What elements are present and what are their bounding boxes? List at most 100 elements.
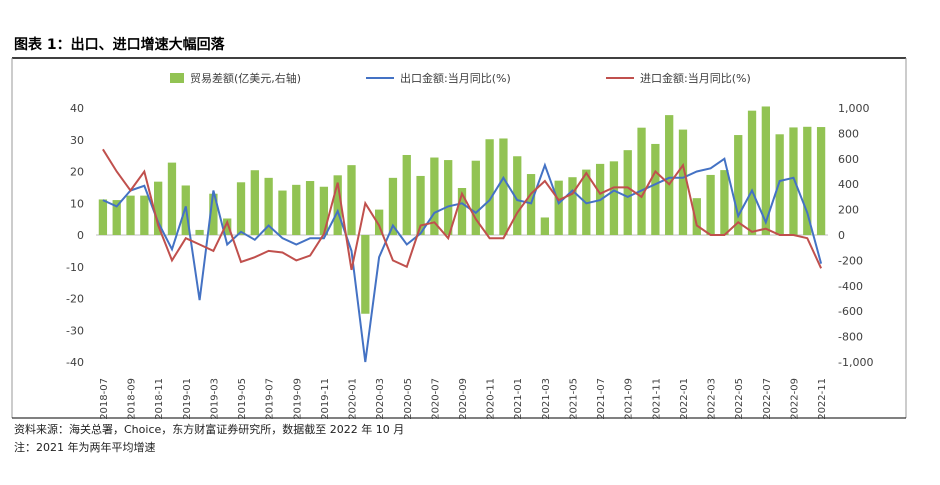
x-tick-label: 2020-01 (348, 378, 359, 420)
bar (734, 135, 743, 235)
bar (554, 180, 563, 235)
bar (775, 134, 784, 235)
bar (485, 139, 494, 235)
bar (402, 154, 411, 235)
x-tick-label: 2021-07 (596, 378, 607, 420)
y2-tick-label: -200 (838, 254, 863, 267)
legend-swatch (170, 73, 184, 83)
x-tick-label: 2018-07 (99, 378, 110, 420)
y2-tick-label: 0 (838, 229, 845, 242)
bar (209, 193, 218, 235)
bar (112, 200, 121, 235)
x-tick-label: 2022-09 (789, 378, 800, 420)
x-tick-label: 2018-09 (127, 378, 138, 420)
bar (692, 198, 701, 235)
x-tick-label: 2019-11 (320, 378, 331, 420)
bar (278, 190, 287, 235)
x-tick-label: 2018-11 (154, 378, 165, 420)
x-tick-label: 2021-11 (651, 378, 662, 420)
bar (706, 174, 715, 235)
y2-tick-label: 1,000 (838, 102, 870, 115)
bar (609, 161, 619, 235)
bar (665, 115, 674, 235)
x-tick-label: 2020-07 (430, 378, 441, 420)
x-tick-label: 2020-09 (458, 378, 469, 420)
y2-tick-label: 600 (838, 153, 859, 166)
bar (416, 175, 425, 235)
bar (361, 235, 370, 314)
x-tick-label: 2020-11 (486, 378, 497, 420)
y-tick-label: 0 (77, 229, 84, 242)
y2-tick-label: -800 (838, 331, 863, 344)
bar (388, 177, 398, 235)
bar (305, 181, 315, 235)
bar (526, 174, 536, 235)
bar (98, 199, 108, 235)
x-tick-label: 2021-03 (541, 378, 552, 420)
x-tick-label: 2021-09 (624, 378, 635, 420)
bar (319, 186, 329, 235)
bar (568, 177, 577, 235)
y-tick-label: -10 (66, 261, 84, 274)
bar (499, 138, 508, 235)
x-tick-label: 2019-09 (292, 378, 303, 420)
bar (816, 127, 826, 235)
x-tick-label: 2022-07 (762, 378, 773, 420)
y2-tick-label: 400 (838, 178, 859, 191)
bar (333, 175, 342, 235)
bar (678, 129, 688, 235)
x-tick-label: 2019-07 (265, 378, 276, 420)
bar (623, 150, 632, 235)
x-tick-label: 2022-03 (707, 378, 718, 420)
y-tick-label: -30 (66, 324, 84, 337)
bar (513, 156, 522, 235)
line (102, 157, 823, 363)
y-tick-label: -20 (66, 293, 84, 306)
y-tick-label: 10 (70, 197, 84, 210)
bar (140, 195, 149, 235)
bar (126, 195, 135, 235)
y2-tick-label: 800 (838, 127, 859, 140)
bar (264, 177, 273, 235)
bar (540, 217, 550, 235)
x-tick-label: 2020-03 (375, 378, 386, 420)
bar (789, 127, 798, 235)
page-title: 图表 1：出口、进口增速大幅回落 (14, 36, 226, 53)
y2-tick-label: -600 (838, 305, 863, 318)
bar (347, 165, 356, 235)
bar (223, 218, 232, 235)
bar (444, 160, 453, 235)
y2-tick-label: -1,000 (838, 356, 873, 369)
line (102, 148, 823, 271)
y2-tick-label: 200 (838, 204, 859, 217)
bar (720, 170, 729, 235)
x-tick-label: 2020-05 (403, 378, 414, 420)
bar (471, 160, 480, 235)
bar (292, 184, 301, 235)
x-tick-label: 2021-05 (568, 378, 579, 420)
legend-label: 进口金额:当月同比(%) (640, 71, 751, 85)
chart: -40 -30 -20 -10 0 10 20 30 40 -1,000 -800 -600 -400 -… (66, 71, 873, 420)
legend-label: 贸易差额(亿美元,右轴) (190, 71, 301, 85)
bar (374, 209, 384, 235)
x-tick-label: 2021-01 (513, 378, 524, 420)
bar (167, 162, 177, 235)
x-tick-label: 2022-11 (817, 378, 828, 420)
x-tick-label: 2019-05 (237, 378, 248, 420)
bar (747, 110, 757, 235)
source-note: 资料来源：海关总署，Choice，东方财富证券研究所，数据截至 2022 年 1… (14, 422, 404, 436)
bar (195, 229, 204, 235)
legend-label: 出口金额:当月同比(%) (400, 71, 511, 85)
bar (154, 181, 163, 235)
bar (761, 106, 770, 235)
bar (430, 157, 439, 235)
bar (803, 126, 812, 235)
x-tick-label: 2019-03 (209, 378, 220, 420)
y-tick-label: 30 (70, 134, 84, 147)
x-tick-label: 2022-01 (679, 378, 690, 420)
bar (637, 127, 646, 235)
bar (250, 170, 259, 235)
y-tick-label: 20 (70, 166, 84, 179)
y-tick-label: -40 (66, 356, 84, 369)
